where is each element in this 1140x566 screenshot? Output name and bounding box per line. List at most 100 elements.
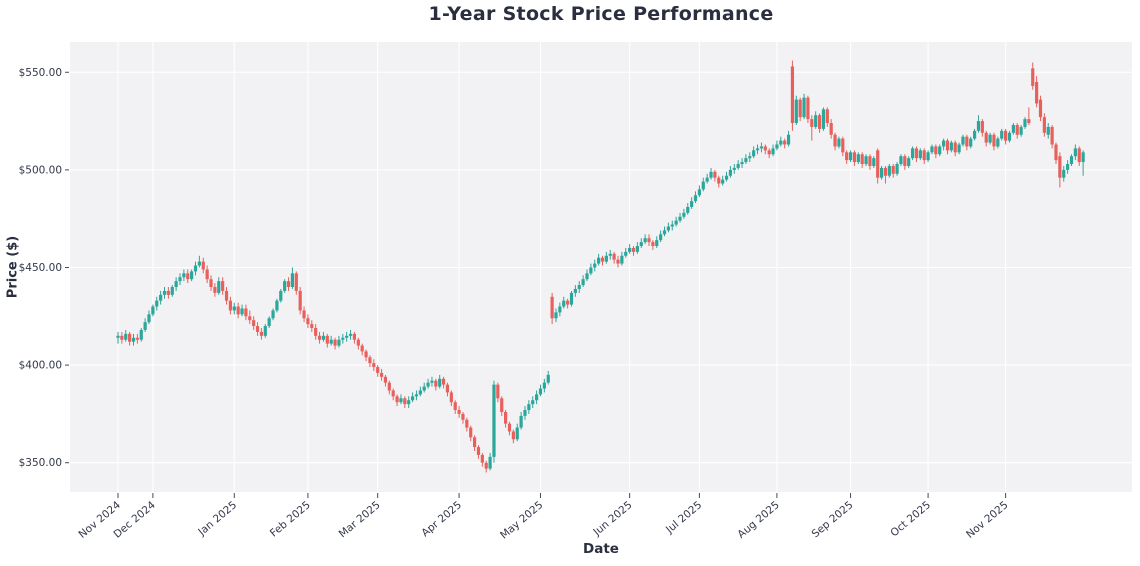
candle-body bbox=[201, 261, 205, 270]
candle-body bbox=[662, 230, 667, 235]
candle-body bbox=[383, 376, 388, 383]
candle-body bbox=[244, 308, 248, 317]
candle-body bbox=[984, 132, 988, 143]
candle-body bbox=[806, 97, 810, 120]
candle-body bbox=[317, 335, 322, 340]
candle-body bbox=[569, 292, 574, 305]
candle-body bbox=[949, 142, 953, 151]
candle-body bbox=[786, 134, 791, 145]
candle-body bbox=[651, 242, 655, 247]
candle-body bbox=[542, 382, 546, 389]
candle-body bbox=[294, 273, 298, 291]
candle-body bbox=[124, 333, 128, 340]
candle-body bbox=[724, 175, 729, 180]
candle-body bbox=[306, 318, 310, 325]
candle-body bbox=[170, 287, 174, 295]
candle-body bbox=[682, 212, 686, 217]
candle-body bbox=[155, 300, 159, 307]
candle-body bbox=[434, 380, 438, 387]
candle-body bbox=[205, 269, 209, 280]
candle-body bbox=[941, 140, 946, 147]
candle-body bbox=[461, 413, 465, 420]
candle-body bbox=[1081, 152, 1085, 163]
candle-body bbox=[1069, 156, 1074, 165]
candle-body bbox=[500, 398, 504, 412]
candle-body bbox=[472, 437, 477, 448]
candle-body bbox=[647, 238, 651, 243]
candle-body bbox=[883, 167, 888, 176]
candle-body bbox=[639, 242, 643, 247]
candle-body bbox=[379, 372, 384, 377]
x-tick-label: Nov 2025 bbox=[964, 499, 1010, 541]
candle-body bbox=[232, 306, 236, 311]
candle-body bbox=[628, 247, 632, 252]
candle-body bbox=[620, 255, 624, 264]
candle-body bbox=[558, 306, 562, 313]
candle-body bbox=[263, 326, 267, 336]
candle-body bbox=[523, 410, 527, 416]
x-tick-label: Aug 2025 bbox=[735, 499, 781, 541]
candle-body bbox=[453, 402, 457, 411]
candle-body bbox=[593, 263, 597, 268]
candle-body bbox=[763, 146, 767, 151]
candle-body bbox=[275, 300, 279, 311]
candle-body bbox=[1042, 117, 1046, 133]
candle-body bbox=[1019, 126, 1023, 135]
x-tick-label: Jan 2025 bbox=[195, 499, 239, 539]
candle-body bbox=[666, 226, 670, 231]
candle-body bbox=[566, 300, 570, 305]
candle-body bbox=[333, 339, 337, 346]
y-tick-label: $500.00 bbox=[19, 164, 62, 176]
candle-body bbox=[980, 121, 984, 133]
candle-body bbox=[193, 265, 198, 272]
chart-title: 1-Year Stock Price Performance bbox=[428, 3, 774, 25]
candle-body bbox=[755, 148, 760, 151]
candle-body bbox=[407, 400, 411, 405]
candle-body bbox=[600, 257, 605, 262]
candle-body bbox=[1027, 119, 1031, 124]
candle-body bbox=[697, 189, 701, 196]
candle-body bbox=[430, 380, 434, 383]
candle-body bbox=[817, 115, 822, 129]
candle-body bbox=[341, 337, 345, 340]
candle-body bbox=[876, 150, 880, 178]
candle-body bbox=[1058, 156, 1062, 178]
candle-body bbox=[713, 171, 717, 178]
candle-body bbox=[868, 156, 872, 166]
candle-body bbox=[879, 167, 884, 178]
candle-body bbox=[492, 384, 496, 457]
candle-body bbox=[283, 281, 287, 291]
candle-body bbox=[391, 390, 395, 397]
candle-body bbox=[887, 165, 891, 176]
candle-body bbox=[953, 142, 957, 153]
candle-body bbox=[678, 216, 682, 221]
candle-body bbox=[403, 398, 407, 405]
candle-body bbox=[1062, 169, 1066, 178]
y-axis-title: Price ($) bbox=[5, 235, 21, 299]
candle-body bbox=[1073, 148, 1077, 157]
candle-body bbox=[922, 150, 926, 161]
candle-body bbox=[228, 300, 233, 311]
candle-body bbox=[728, 169, 733, 176]
candle-body bbox=[686, 206, 690, 213]
candle-body bbox=[139, 329, 143, 340]
candle-body bbox=[131, 337, 136, 342]
candle-body bbox=[267, 318, 271, 327]
candle-body bbox=[321, 335, 326, 340]
candle-body bbox=[298, 290, 302, 311]
candle-body bbox=[224, 290, 229, 301]
x-tick-label: Sep 2025 bbox=[810, 499, 856, 540]
candle-body bbox=[414, 394, 419, 397]
candle-body bbox=[511, 431, 515, 440]
candle-body bbox=[488, 456, 492, 469]
candle-body bbox=[174, 281, 178, 288]
candle-body bbox=[841, 138, 845, 153]
candle-body bbox=[1054, 144, 1058, 161]
candle-body bbox=[856, 154, 860, 163]
candle-body bbox=[775, 144, 779, 149]
candle-body bbox=[829, 123, 833, 135]
candle-body bbox=[918, 150, 922, 159]
candle-body bbox=[496, 384, 500, 399]
